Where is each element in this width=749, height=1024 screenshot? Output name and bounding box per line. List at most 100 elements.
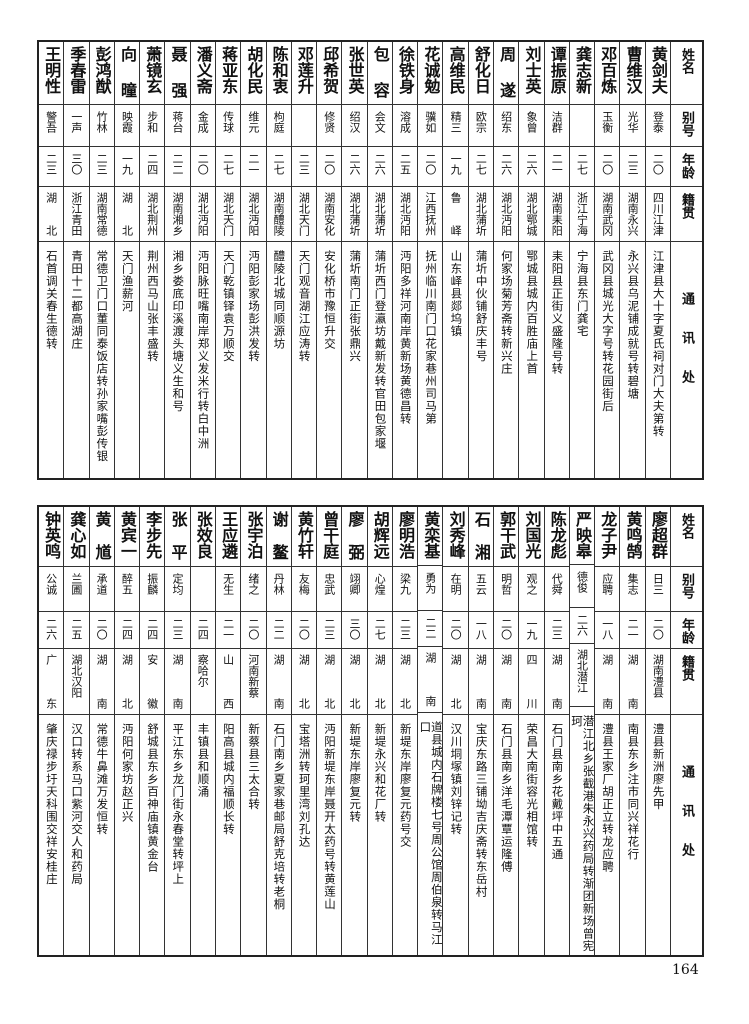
alias-cell: 会文 [367,105,392,147]
alias-cell: 梁九 [392,567,418,612]
alias-text: 洁群 [550,111,564,133]
roster-entry: 萧镜玄 步和 二四 湖北荆州 荆州西马山张丰盛转 [139,42,165,478]
name-text: 刘国光 [522,511,542,559]
roster-entry: 花诚勉 骥如 二〇 江西抚州 抚州临川南门口花家巷州司马第 [417,42,443,478]
native-text: 浙江宁海 [575,192,589,236]
alias-text: 维元 [246,111,260,133]
alias-cell: 修贤 [317,105,342,147]
name-text: 龚心如 [67,511,87,559]
address-cell: 宝塔洲转珂里湾刘孔达 [292,715,316,955]
age-cell: 二〇 [89,612,114,649]
age-text: 二六 [44,618,58,640]
name-cell: 包容 [367,42,392,105]
address-cell: 天门渔薪河 [115,242,139,478]
age-cell: 二四 [114,612,140,649]
alias-text: 友梅 [297,573,311,595]
alias-cell: 绍东 [494,105,519,147]
name-text: 张平 [168,511,188,560]
alias-cell: 精三 [443,105,468,147]
native-text: 湖南武冈 [600,192,614,236]
age-text: 三〇 [69,153,83,175]
name-text: 季春雷 [67,46,87,94]
header-column: 姓名 别号 年龄 籍贯 通讯处 [670,507,702,955]
age-cell: 三〇 [342,612,367,649]
native-text: 湖南 [95,654,109,709]
address-cell: 天门观音湖江应涛转 [292,242,316,478]
native-cell: 湖南永兴 [620,187,645,242]
native-cell: 湖北汉阳 [64,649,89,715]
address-cell: 舒城县东乡百神庙镇黄金台 [140,715,164,955]
roster-entry: 石湘 五云 一八 湖南 宝庆东路三铺坳吉庆斋转东岳村 [467,507,494,955]
name-cell: 张世英 [342,42,367,105]
native-cell: 湖南澧县 [645,649,670,715]
alias-cell: 日三 [645,567,670,612]
roster-entry: 王应遴 无生 二一 山西 阳高县城内福顺长转 [214,507,241,955]
alias-text: 精三 [449,111,463,133]
age-cell: 二三 [544,612,569,649]
name-text: 黄鸣鹄 [623,511,643,559]
age-text: 二三 [44,153,58,175]
name-text: 邓莲升 [294,46,314,94]
alias-text: 勇为 [423,572,437,595]
native-cell: 浙江宁海 [569,187,595,242]
name-cell: 潘义斋 [190,42,215,105]
native-cell: 四川 [519,649,544,715]
roster-entry: 舒化日 欧宗 二七 湖北蒲圻 蒲圻中伙铺舒庆丰号 [467,42,494,478]
name-cell: 高维民 [443,42,468,105]
alias-cell: 一声 [64,105,89,147]
address-text: 蒲圻西门登瀛坊戴新发转官田包家堰 [373,250,388,450]
native-text: 湖南 [474,654,488,709]
address-text: 永兴县乌泥铺成就号转碧塘 [626,250,641,400]
age-text: 二四 [145,618,159,640]
alias-text: 日三 [651,573,665,595]
age-text: 二〇 [196,153,210,175]
name-cell: 舒化日 [468,42,494,105]
alias-text: 承道 [95,573,109,595]
name-text: 黄竹轩 [294,511,314,559]
native-text: 湖北 [297,654,311,709]
age-cell: 二三 [89,147,114,187]
native-cell: 湖北沔阳 [241,187,266,242]
age-text: 二〇 [297,618,311,640]
address-text: 石首调关春生德转 [44,250,59,350]
native-cell: 湖北 [114,649,140,715]
name-cell: 周遂 [494,42,519,105]
age-text: 二五 [69,618,83,640]
name-text: 严映皋 [573,511,593,559]
address-cell: 鄂城县城内百胜庙上首 [519,242,543,478]
address-cell: 澧县王家厂胡正立转龙应聘 [595,715,619,955]
age-text: 二六 [373,153,387,175]
age-text: 二〇 [423,153,437,175]
native-text: 湖北 [449,654,463,709]
native-text: 湖北鄂城 [524,192,538,236]
alias-text: 映霞 [120,111,134,133]
alias-cell: 五云 [468,567,494,612]
native-cell: 湖南武冈 [595,187,620,242]
header-cell-name: 姓名 [671,507,702,567]
age-text: 二三 [297,153,311,175]
age-cell: 二三 [38,147,64,187]
alias-cell [291,105,317,147]
native-text: 湖南常德 [95,192,109,236]
alias-cell: 绍汉 [342,105,367,147]
address-cell: 抚州临川南门口花家巷州司马第 [418,242,442,478]
age-cell: 二三 [165,612,190,649]
age-cell: 二三 [317,612,342,649]
native-cell: 鲁峄 [443,187,468,242]
age-text: 二三 [171,618,185,640]
native-cell: 湖北 [38,187,64,242]
address-text: 新堤东岸廖复元药号交 [398,723,413,848]
alias-text: 象曾 [524,111,538,133]
alias-text: 绪之 [246,573,260,595]
age-cell: 二三 [291,147,317,187]
age-cell: 二一 [241,147,266,187]
alias-cell: 玉衡 [595,105,620,147]
address-text: 汉口转系马口紫河交人和药局 [70,723,85,886]
alias-cell: 骥如 [418,105,443,147]
header-cell-alias: 别号 [671,567,702,612]
name-cell: 黄馗 [89,507,114,567]
age-text: 二六 [499,153,513,175]
address-text: 阳高县城内福顺长转 [221,723,236,836]
age-cell: 二六 [519,147,544,187]
roster-entry: 邓百炼 玉衡 二〇 湖南武冈 武冈县城光大字号转花园街后 [594,42,620,478]
